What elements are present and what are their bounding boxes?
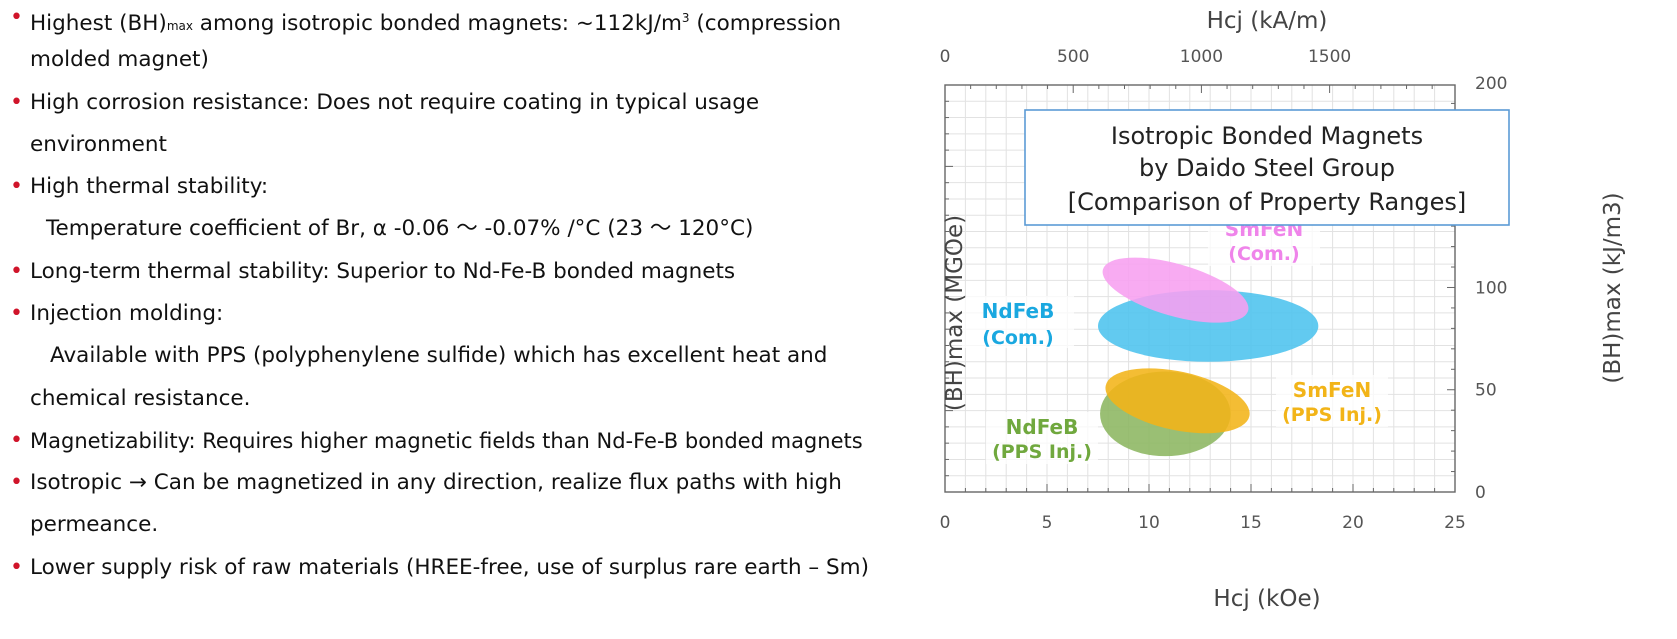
y-axis-label: (BH)max (MGOe) [942,215,968,411]
x-axis-label: Hcj (kOe) [1213,586,1320,612]
bullet-text: Injection molding: [30,301,224,326]
region-label-sub: (Com.) [1228,243,1299,265]
region-label-sub: (Com.) [982,327,1053,349]
x-tick-label: 10 [1138,513,1160,533]
region-ellipse [1102,257,1249,323]
x-tick-label: 5 [1042,513,1053,533]
region-label-name: NdFeB [982,299,1055,323]
region-label-sub: (PPS Inj.) [992,441,1092,463]
region-label-bg [1276,375,1388,427]
bullet-dot: • [10,259,23,284]
x-tick-label: 25 [1444,513,1466,533]
x-tick-label: 15 [1240,513,1262,533]
property-range-chart: NdFeB (Com.) SmFeN (Com.) NdFeB (PPS Inj.) SmF… [901,0,1677,635]
bullet-dot: • [10,5,23,30]
bullet-dot: • [10,174,23,199]
x2-tick-label: 0 [940,47,951,67]
region-ellipse [1105,368,1250,434]
region-label-bg [962,296,1074,348]
bullet-text: Long-term thermal stability: Superior to… [30,259,736,284]
bullet-text: Magnetizability: Requires higher magneti… [30,429,863,453]
bullet-text: High thermal stability: [30,174,269,199]
bullet-dot: • [10,301,23,326]
y2-tick-label: 50 [1475,381,1497,401]
bullet-text: Highest (BH)max among isotropic bonded m… [30,11,842,36]
y2-axis-label: (BH)max (kJ/m3) [1600,192,1626,383]
x2-tick-label: 500 [1057,47,1089,67]
axis-frame [944,84,1456,493]
x2-axis-label: Hcj (kA/m) [1207,8,1328,34]
y2-tick-label: 0 [1475,483,1486,503]
region-label-bg [986,412,1098,464]
x-tick-label: 20 [1342,513,1364,533]
x-tick-label: 0 [940,513,951,533]
bullet-dot: • [10,428,23,453]
region-label-name: SmFeN [1293,378,1371,402]
region-label-name: NdFeB [1006,415,1079,439]
y2-tick-label: 100 [1475,278,1507,298]
bullet-text: Lower supply risk of raw materials (HREE… [30,555,869,580]
plot-border [944,84,1456,493]
chart-svg: NdFeB(Com.)SmFeN(Com.)NdFeB(PPS Inj.)SmF… [901,8,1626,612]
x2-tick-label: 1500 [1308,47,1351,67]
region-layer: NdFeB(Com.)SmFeN(Com.)NdFeB(PPS Inj.)SmF… [962,214,1388,464]
chart-title-box [1024,109,1510,226]
y2-tick-label: 200 [1475,74,1507,94]
chart-title-line: [Comparison of Property Ranges] [1068,188,1467,216]
bullet-dot: • [10,90,23,115]
chart-title-line: by Daido Steel Group [1139,154,1395,182]
bullet-text: High corrosion resistance: Does not requ… [30,90,760,115]
chart-title-line: Isotropic Bonded Magnets [1111,122,1423,150]
bullet-text: Isotropic → Can be magnetized in any dir… [30,470,842,495]
bullet-dot: • [10,555,23,580]
region-label-sub: (PPS Inj.) [1282,404,1382,426]
x2-tick-label: 1000 [1180,47,1223,67]
bullet-dot: • [10,470,23,495]
